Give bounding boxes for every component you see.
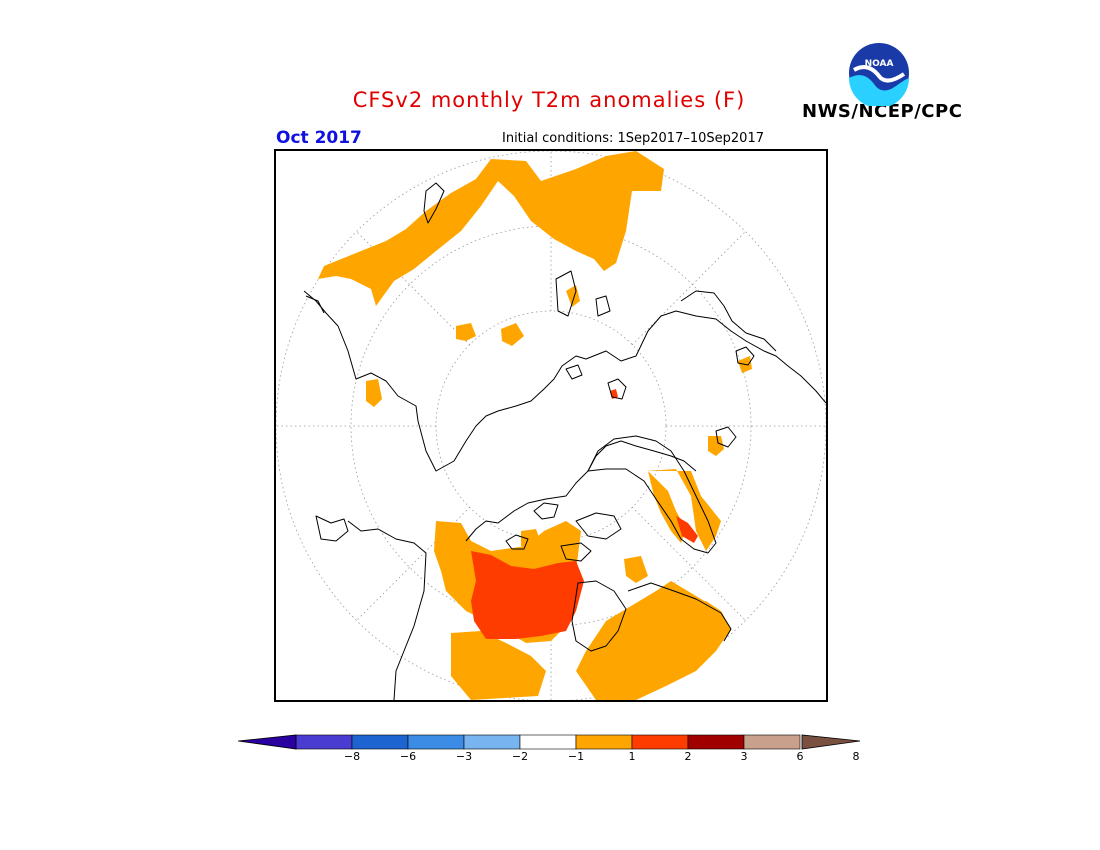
colorbar-tick-label: 8 — [852, 750, 860, 763]
colorbar-cell — [743, 734, 801, 750]
colorbar-tick-label: 1 — [628, 750, 636, 763]
colorbar-cell — [575, 734, 633, 750]
colorbar-cell — [631, 734, 689, 750]
map-title: CFSv2 monthly T2m anomalies (F) — [352, 88, 746, 112]
colorbar-right-arrow — [801, 734, 861, 750]
polar-map — [274, 149, 828, 702]
colorbar-tick-label: −1 — [567, 750, 585, 763]
colorbar-cell — [687, 734, 745, 750]
colorbar-tick-label: −8 — [343, 750, 361, 763]
colorbar-left-arrow — [238, 734, 297, 750]
colorbar-tick-label: −6 — [399, 750, 417, 763]
anomaly-fill-1-2 — [318, 151, 752, 700]
colorbar-cell — [407, 734, 465, 750]
agency-label: NWS/NCEP/CPC — [802, 101, 963, 122]
colorbar-tick-label: −2 — [511, 750, 529, 763]
colorbar-tick-label: −3 — [455, 750, 473, 763]
colorbar-cell — [295, 734, 353, 750]
colorbar-cell — [519, 734, 577, 750]
coastlines — [303, 182, 826, 700]
colorbar-cell — [351, 734, 409, 750]
noaa-logo-icon: NOAA — [847, 41, 911, 106]
anomaly-fill-2-3 — [471, 389, 698, 639]
colorbar-cell — [463, 734, 521, 750]
colorbar-tick-label: 3 — [740, 750, 748, 763]
anomaly-colorbar — [238, 734, 861, 750]
colorbar-tick-label: 6 — [796, 750, 804, 763]
noaa-logo-text: NOAA — [865, 59, 894, 69]
valid-month-label: Oct 2017 — [276, 128, 362, 148]
initial-conditions-label: Initial conditions: 1Sep2017–10Sep2017 — [502, 131, 764, 146]
colorbar-tick-label: 2 — [684, 750, 692, 763]
